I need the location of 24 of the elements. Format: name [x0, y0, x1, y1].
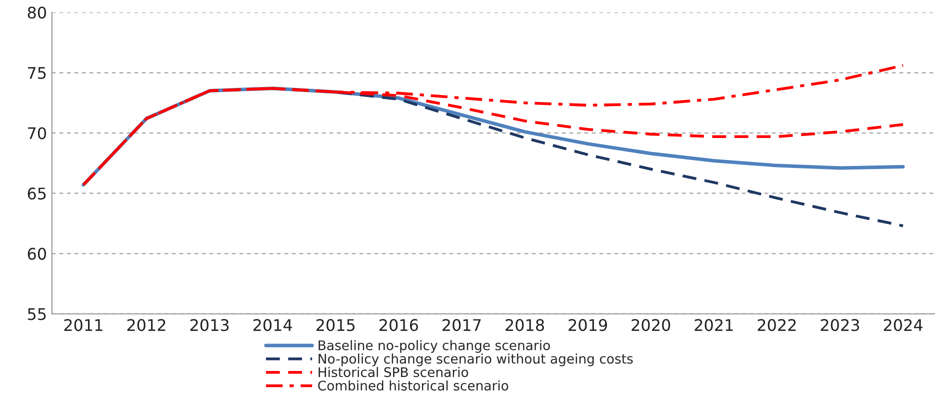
y-tick-label: 75 [28, 67, 46, 79]
x-tick-label: 2022 [758, 319, 796, 332]
x-tick-label: 2014 [253, 319, 292, 332]
x-tick-label: 2013 [190, 319, 229, 332]
x-tick-label: 2024 [884, 319, 922, 332]
x-tick-label: 2023 [820, 319, 860, 332]
legend-label: No-policy change scenario without ageing costs [318, 354, 633, 366]
x-tick-label: 2016 [380, 319, 418, 332]
y-tick-label: 80 [28, 6, 46, 19]
x-tick-label: 2012 [127, 319, 166, 332]
y-tick-label: 65 [28, 188, 46, 200]
x-tick-label: 2021 [694, 319, 733, 332]
x-tick-label: 2011 [64, 319, 102, 332]
y-tick-label: 60 [28, 248, 46, 260]
legend-label: Historical SPB scenario [318, 366, 468, 378]
legend-label: Baseline no-policy change scenario [318, 340, 550, 353]
y-tick-label: 70 [28, 127, 46, 140]
x-tick-label: 2018 [506, 319, 544, 332]
x-tick-label: 2017 [442, 319, 481, 332]
x-tick-label: 2019 [568, 319, 608, 332]
y-tick-label: 55 [28, 308, 46, 320]
legend-label: Combined historical scenario [318, 380, 508, 391]
x-tick-label: 2015 [316, 319, 355, 332]
x-tick-label: 2020 [632, 319, 670, 332]
